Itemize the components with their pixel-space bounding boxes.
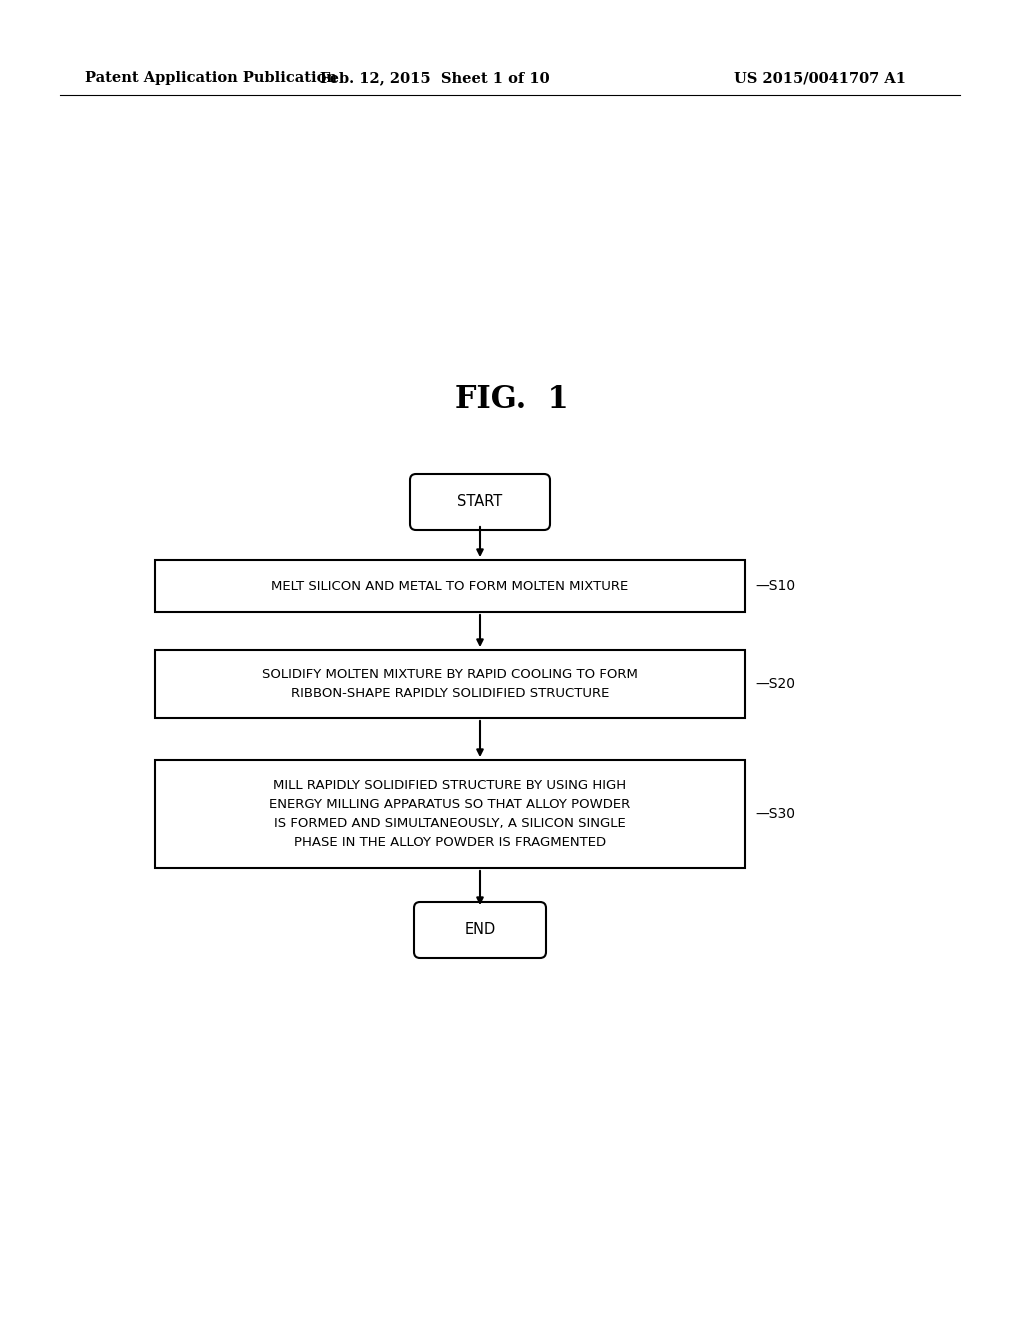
- Text: Patent Application Publication: Patent Application Publication: [85, 71, 337, 84]
- FancyBboxPatch shape: [410, 474, 550, 531]
- Text: —S30: —S30: [755, 807, 795, 821]
- Text: SOLIDIFY MOLTEN MIXTURE BY RAPID COOLING TO FORM
RIBBON-SHAPE RAPIDLY SOLIDIFIED: SOLIDIFY MOLTEN MIXTURE BY RAPID COOLING…: [262, 668, 638, 700]
- Text: MELT SILICON AND METAL TO FORM MOLTEN MIXTURE: MELT SILICON AND METAL TO FORM MOLTEN MI…: [271, 579, 629, 593]
- Text: START: START: [458, 495, 503, 510]
- Text: MILL RAPIDLY SOLIDIFIED STRUCTURE BY USING HIGH
ENERGY MILLING APPARATUS SO THAT: MILL RAPIDLY SOLIDIFIED STRUCTURE BY USI…: [269, 779, 631, 849]
- Bar: [155, 760, 745, 869]
- Text: Feb. 12, 2015  Sheet 1 of 10: Feb. 12, 2015 Sheet 1 of 10: [321, 71, 550, 84]
- Bar: [155, 649, 745, 718]
- FancyBboxPatch shape: [414, 902, 546, 958]
- Text: —S10: —S10: [755, 579, 795, 593]
- Text: END: END: [464, 923, 496, 937]
- Text: US 2015/0041707 A1: US 2015/0041707 A1: [734, 71, 906, 84]
- Bar: [155, 560, 745, 612]
- Text: —S20: —S20: [755, 677, 795, 690]
- Text: FIG.  1: FIG. 1: [456, 384, 568, 416]
